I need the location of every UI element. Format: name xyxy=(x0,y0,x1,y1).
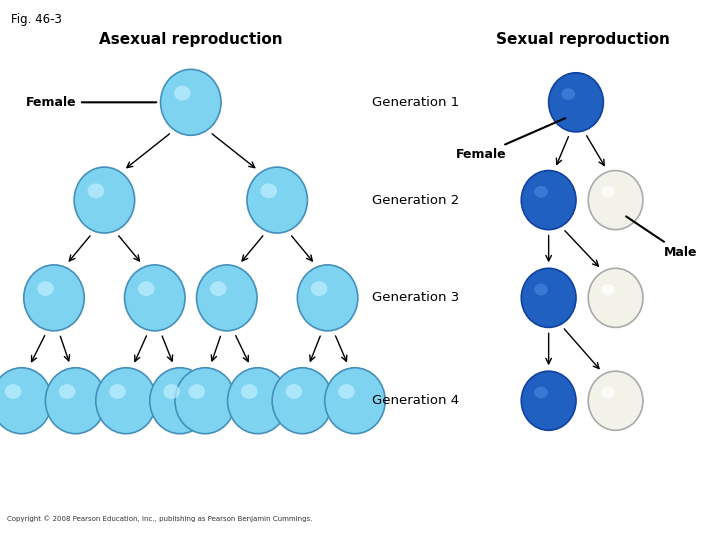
Ellipse shape xyxy=(228,368,288,434)
Ellipse shape xyxy=(59,384,76,399)
Ellipse shape xyxy=(74,167,135,233)
Ellipse shape xyxy=(247,167,307,233)
Text: Fig. 46-3: Fig. 46-3 xyxy=(11,14,62,26)
Ellipse shape xyxy=(297,265,358,331)
Ellipse shape xyxy=(588,371,643,430)
Ellipse shape xyxy=(311,281,328,296)
Ellipse shape xyxy=(534,284,548,295)
Ellipse shape xyxy=(261,184,277,198)
Ellipse shape xyxy=(338,384,355,399)
Ellipse shape xyxy=(109,384,126,399)
Ellipse shape xyxy=(562,88,575,100)
Text: Generation 3: Generation 3 xyxy=(372,292,459,305)
Ellipse shape xyxy=(174,86,191,100)
Ellipse shape xyxy=(272,368,333,434)
Text: Generation 2: Generation 2 xyxy=(372,193,459,207)
Ellipse shape xyxy=(534,387,548,399)
Text: Male: Male xyxy=(626,217,697,259)
Text: Copyright © 2008 Pearson Education, Inc., publishing as Pearson Benjamin Cumming: Copyright © 2008 Pearson Education, Inc.… xyxy=(7,515,312,522)
Ellipse shape xyxy=(0,368,52,434)
Text: Female: Female xyxy=(456,118,565,161)
Text: Generation 4: Generation 4 xyxy=(372,394,459,407)
Ellipse shape xyxy=(37,281,54,296)
Ellipse shape xyxy=(150,368,210,434)
Text: Generation 1: Generation 1 xyxy=(372,96,459,109)
Ellipse shape xyxy=(24,265,84,331)
Ellipse shape xyxy=(601,186,615,198)
Ellipse shape xyxy=(241,384,258,399)
Ellipse shape xyxy=(45,368,106,434)
Ellipse shape xyxy=(534,186,548,198)
Ellipse shape xyxy=(5,384,22,399)
Ellipse shape xyxy=(197,265,257,331)
Ellipse shape xyxy=(521,171,576,230)
Ellipse shape xyxy=(163,384,180,399)
Ellipse shape xyxy=(138,281,155,296)
Ellipse shape xyxy=(601,284,615,295)
Text: Sexual reproduction: Sexual reproduction xyxy=(496,32,670,48)
Ellipse shape xyxy=(521,268,576,327)
Ellipse shape xyxy=(210,281,227,296)
Ellipse shape xyxy=(549,73,603,132)
Ellipse shape xyxy=(88,184,104,198)
Ellipse shape xyxy=(588,268,643,327)
Ellipse shape xyxy=(601,387,615,399)
Text: Asexual reproduction: Asexual reproduction xyxy=(99,32,283,48)
Ellipse shape xyxy=(161,69,221,136)
Ellipse shape xyxy=(96,368,156,434)
Ellipse shape xyxy=(286,384,302,399)
Ellipse shape xyxy=(588,171,643,230)
Ellipse shape xyxy=(175,368,235,434)
Ellipse shape xyxy=(521,371,576,430)
Ellipse shape xyxy=(189,384,205,399)
Text: Female: Female xyxy=(26,96,156,109)
Ellipse shape xyxy=(125,265,185,331)
Ellipse shape xyxy=(325,368,385,434)
